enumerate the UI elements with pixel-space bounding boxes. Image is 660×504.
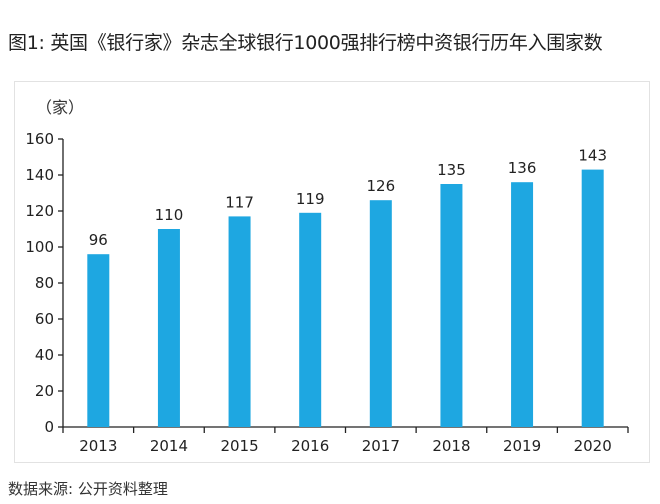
x-tick-label: 2018 (432, 437, 470, 455)
source-note: 数据来源: 公开资料整理 (8, 480, 168, 498)
y-tick-label: 120 (25, 202, 54, 220)
bar (157, 229, 180, 427)
y-tick-label: 60 (35, 310, 54, 328)
data-label: 110 (155, 206, 184, 224)
x-tick-label: 2014 (150, 437, 188, 455)
y-tick-label: 20 (35, 382, 54, 400)
data-label: 136 (508, 159, 537, 177)
y-tick-label: 40 (35, 346, 54, 364)
y-tick-label: 160 (25, 130, 54, 148)
x-tick-label: 2015 (220, 437, 258, 455)
y-tick-label: 0 (44, 418, 54, 436)
bar (369, 200, 392, 427)
bar (228, 216, 251, 427)
x-tick-label: 2019 (503, 437, 541, 455)
data-label: 117 (225, 193, 254, 211)
bar (299, 212, 322, 427)
data-label: 143 (578, 147, 607, 165)
bar (511, 182, 534, 427)
data-label: 135 (437, 161, 466, 179)
x-tick-label: 2017 (362, 437, 400, 455)
x-tick-label: 2016 (291, 437, 329, 455)
y-tick-label: 100 (25, 238, 54, 256)
bar (581, 169, 604, 427)
y-tick-label: 80 (35, 274, 54, 292)
data-label: 96 (89, 231, 108, 249)
y-tick-label: 140 (25, 166, 54, 184)
bar (87, 254, 110, 427)
bar (440, 184, 463, 427)
data-label: 126 (366, 177, 395, 195)
x-tick-label: 2020 (574, 437, 612, 455)
chart-frame (14, 81, 650, 463)
y-axis-label: （家） (36, 98, 84, 117)
data-label: 119 (296, 190, 325, 208)
x-tick-label: 2013 (79, 437, 117, 455)
chart-title: 图1: 英国《银行家》杂志全球银行1000强排行榜中资银行历年入围家数 (8, 32, 603, 54)
